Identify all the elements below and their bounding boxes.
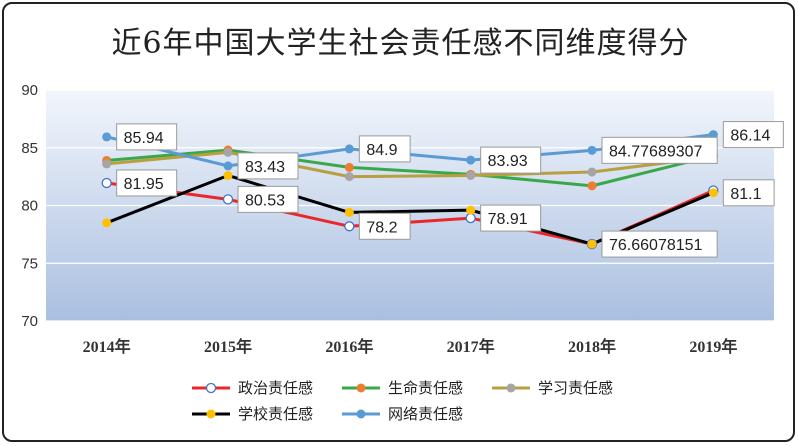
data-point-2	[344, 172, 354, 182]
data-label-text: 78.2	[366, 219, 397, 236]
legend-marker	[506, 383, 516, 393]
data-point-0	[222, 194, 234, 205]
data-label: 86.14	[722, 121, 784, 149]
data-point-2	[223, 147, 233, 157]
data-label-text: 80.53	[245, 192, 285, 209]
x-tick-label: 2018年	[568, 337, 616, 356]
data-label-box	[116, 169, 178, 197]
data-label: 85.94	[116, 123, 178, 151]
data-label-text: 83.93	[488, 153, 528, 170]
data-label: 78.91	[480, 204, 542, 232]
legend-label: 政治责任感	[238, 380, 313, 397]
legend-marker	[206, 409, 216, 419]
data-label-box	[722, 121, 784, 149]
data-point-0	[101, 177, 112, 189]
data-label-box	[116, 123, 178, 151]
data-label-box	[480, 146, 542, 174]
y-tick-label: 85	[21, 140, 38, 157]
data-label-box	[722, 179, 775, 207]
data-label: 84.9	[358, 135, 411, 163]
data-label: 81.1	[722, 179, 775, 207]
data-label: 84.77689307	[601, 136, 718, 164]
legend-label: 学习责任感	[538, 380, 613, 397]
data-label-text: 85.94	[124, 130, 164, 147]
data-point-3	[102, 218, 112, 228]
x-tick-label: 2016年	[325, 337, 373, 356]
data-label: 78.2	[358, 212, 411, 240]
legend-item-2: 学习责任感	[492, 380, 613, 397]
legend-label: 网络责任感	[388, 406, 463, 423]
data-point-4	[102, 132, 112, 142]
x-tick-label: 2017年	[447, 337, 495, 356]
legend-marker	[205, 382, 217, 394]
data-label-box	[237, 185, 299, 213]
x-tick-label: 2014年	[83, 337, 131, 356]
data-point-4	[344, 144, 354, 154]
data-label-box	[237, 152, 299, 180]
data-label-text: 83.43	[245, 159, 285, 176]
data-label-box	[480, 204, 542, 232]
data-point-0	[465, 212, 476, 224]
chart-svg: 70 75 80 85 90 2014年 2015年 2016年 2017年 2018年 2019年…	[21, 82, 784, 423]
data-point-1	[587, 181, 597, 191]
data-point-2	[466, 170, 476, 180]
data-label-text: 84.77689307	[609, 143, 703, 160]
series-line-1	[106, 148, 714, 188]
data-point-4	[587, 145, 597, 155]
series-line-2	[106, 150, 714, 179]
data-point-3	[223, 170, 233, 180]
data-point-4	[223, 161, 233, 171]
legend-item-0: 政治责任感	[192, 380, 313, 397]
data-point-3	[344, 207, 354, 217]
data-point-1	[344, 162, 354, 172]
legend-item-4: 网络责任感	[342, 406, 463, 423]
chart-frame: 近6年中国大学生社会责任感不同维度得分 70 75 80 85 90 2014年 2015年…	[2, 2, 795, 442]
legend-label: 生命责任感	[388, 379, 463, 397]
data-label-box	[358, 212, 411, 240]
y-tick-label: 80	[21, 198, 38, 215]
data-point-3	[466, 205, 476, 215]
data-label: 83.43	[237, 152, 299, 180]
data-point-2	[102, 159, 112, 169]
y-tick-label: 70	[21, 313, 38, 330]
data-point-3	[708, 188, 718, 198]
data-label: 80.53	[237, 185, 299, 213]
y-tick-label: 75	[21, 255, 38, 272]
data-label-box	[358, 135, 411, 163]
data-label-text: 78.91	[488, 211, 528, 228]
data-label-box	[601, 230, 718, 258]
data-label: 76.66078151	[601, 230, 718, 258]
x-tick-label: 2019年	[689, 337, 737, 356]
data-point-2	[587, 167, 597, 177]
x-tick-label: 2015年	[204, 337, 252, 356]
data-label-text: 81.1	[730, 186, 761, 203]
legend-label: 学校责任感	[238, 406, 313, 423]
legend-item-3: 学校责任感	[192, 406, 313, 423]
legend-marker	[356, 383, 366, 393]
data-point-3	[587, 239, 597, 249]
legend-item-1: 生命责任感	[342, 379, 463, 397]
data-point-4	[466, 155, 476, 165]
data-label: 83.93	[480, 146, 542, 174]
data-label-text: 81.95	[124, 176, 164, 193]
data-label-text: 86.14	[730, 128, 770, 145]
data-label-text: 84.9	[366, 142, 397, 159]
legend-marker	[356, 409, 366, 419]
data-label-text: 76.66078151	[609, 237, 703, 254]
data-label: 81.95	[116, 169, 178, 197]
data-label-box	[601, 136, 718, 164]
chart-title: 近6年中国大学生社会责任感不同维度得分	[111, 26, 690, 61]
y-tick-label: 90	[21, 82, 38, 99]
data-point-0	[344, 221, 355, 232]
